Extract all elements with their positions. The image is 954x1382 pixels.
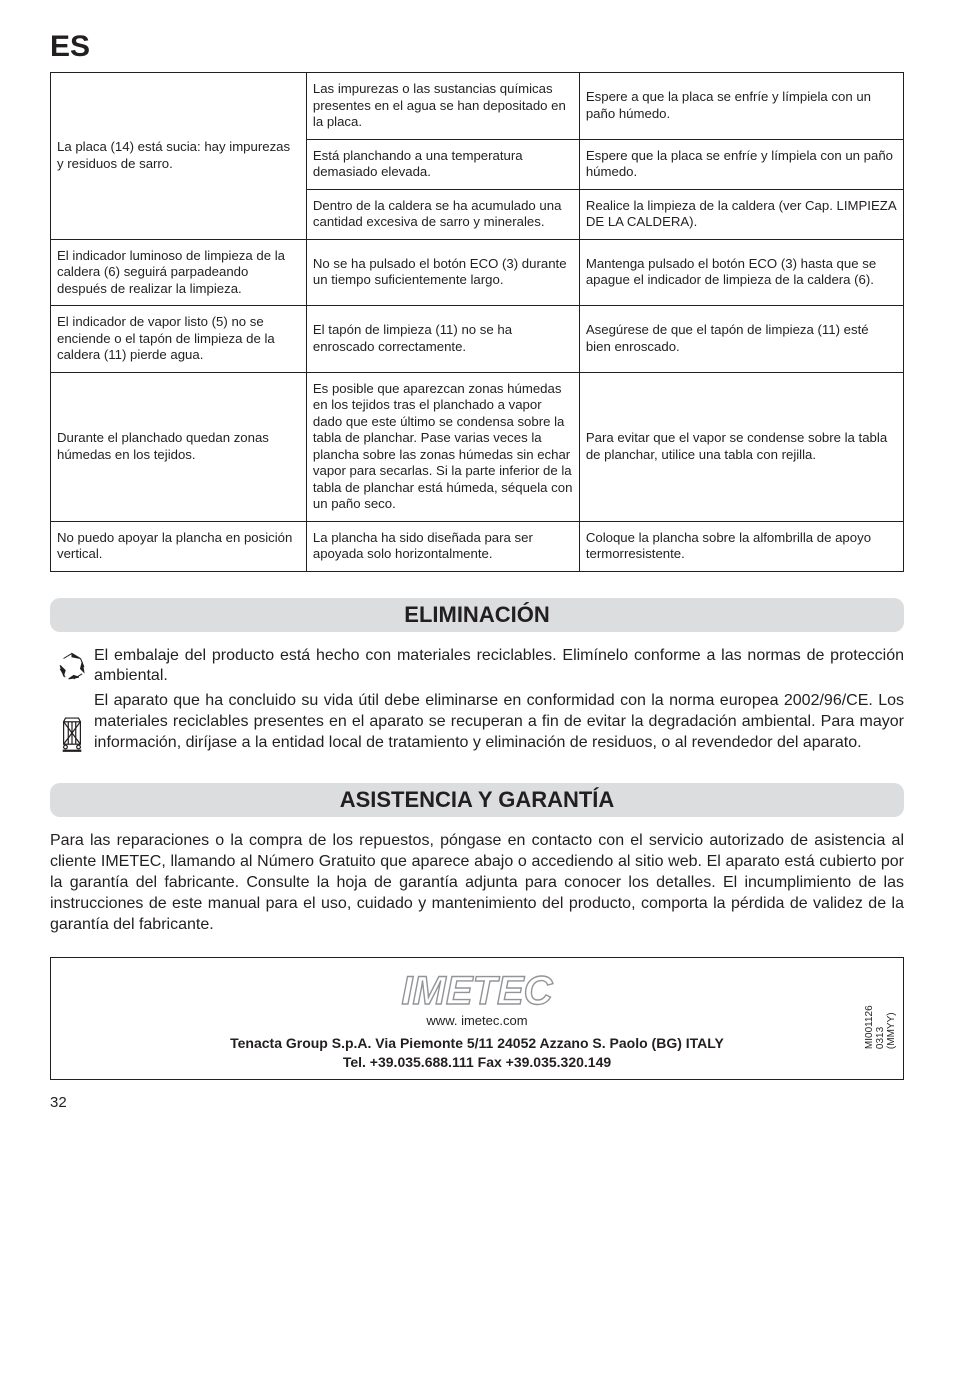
weee-bin-icon — [58, 714, 86, 752]
imetec-logo: IMETEC — [367, 968, 587, 1014]
footer-code-2: 0313 (MMYY) — [875, 1012, 897, 1049]
table-cell-solution: Asegúrese de que el tapón de limpieza (1… — [579, 306, 903, 373]
footer-address-line-2: Tel. +39.035.688.111 Fax +39.035.320.149 — [59, 1053, 895, 1071]
table-cell-cause: Las impurezas o las sustancias químicas … — [306, 73, 579, 140]
svg-text:IMETEC: IMETEC — [401, 969, 553, 1013]
table-cell-cause: Está planchando a una temperatura demasi… — [306, 139, 579, 189]
table-cell-problem: El indicador luminoso de limpieza de la … — [51, 239, 307, 306]
table-cell-solution: Para evitar que el vapor se condense sob… — [579, 372, 903, 521]
table-cell-cause: La plancha ha sido diseñada para ser apo… — [306, 521, 579, 571]
table-row: No puedo apoyar la plancha en posición v… — [51, 521, 904, 571]
page-number: 32 — [50, 1094, 904, 1111]
recycle-icon — [55, 650, 89, 684]
troubleshoot-table: La placa (14) está sucia: hay impurezas … — [50, 72, 904, 572]
table-cell-cause: Dentro de la caldera se ha acumulado una… — [306, 189, 579, 239]
table-cell-problem: El indicador de vapor listo (5) no se en… — [51, 306, 307, 373]
table-cell-problem: Durante el planchado quedan zonas húmeda… — [51, 372, 307, 521]
eliminacion-para-2: El aparato que ha concluido su vida útil… — [94, 691, 904, 753]
table-row: Durante el planchado quedan zonas húmeda… — [51, 372, 904, 521]
table-cell-cause: El tapón de limpieza (11) no se ha enros… — [306, 306, 579, 373]
footer-address-line-1: Tenacta Group S.p.A. Via Piemonte 5/11 2… — [59, 1034, 895, 1052]
table-row: La placa (14) está sucia: hay impurezas … — [51, 73, 904, 140]
asistencia-para: Para las reparaciones o la compra de los… — [50, 831, 904, 935]
footer-code-1: MI001126 — [864, 1005, 875, 1049]
table-cell-solution: Espere a que la placa se enfríe y límpie… — [579, 73, 903, 140]
table-row: El indicador de vapor listo (5) no se en… — [51, 306, 904, 373]
table-cell-solution: Coloque la plancha sobre la alfombrilla … — [579, 521, 903, 571]
table-row: El indicador luminoso de limpieza de la … — [51, 239, 904, 306]
table-cell-problem: La placa (14) está sucia: hay impurezas … — [51, 73, 307, 240]
table-cell-cause: No se ha pulsado el botón ECO (3) durant… — [306, 239, 579, 306]
section-title-asistencia: ASISTENCIA Y GARANTÍA — [50, 783, 904, 817]
footer-url: www. imetec.com — [59, 1013, 895, 1028]
table-cell-solution: Mantenga pulsado el botón ECO (3) hasta … — [579, 239, 903, 306]
table-cell-solution: Espere que la placa se enfríe y límpiela… — [579, 139, 903, 189]
footer-box: IMETEC www. imetec.com Tenacta Group S.p… — [50, 957, 904, 1079]
table-cell-problem: No puedo apoyar la plancha en posición v… — [51, 521, 307, 571]
eliminacion-para-1: El embalaje del producto está hecho con … — [94, 646, 904, 688]
table-cell-cause: Es posible que aparezcan zonas húmedas e… — [306, 372, 579, 521]
section-title-eliminacion: ELIMINACIÓN — [50, 598, 904, 632]
table-cell-solution: Realice la limpieza de la caldera (ver C… — [579, 189, 903, 239]
language-code: ES — [50, 30, 904, 64]
